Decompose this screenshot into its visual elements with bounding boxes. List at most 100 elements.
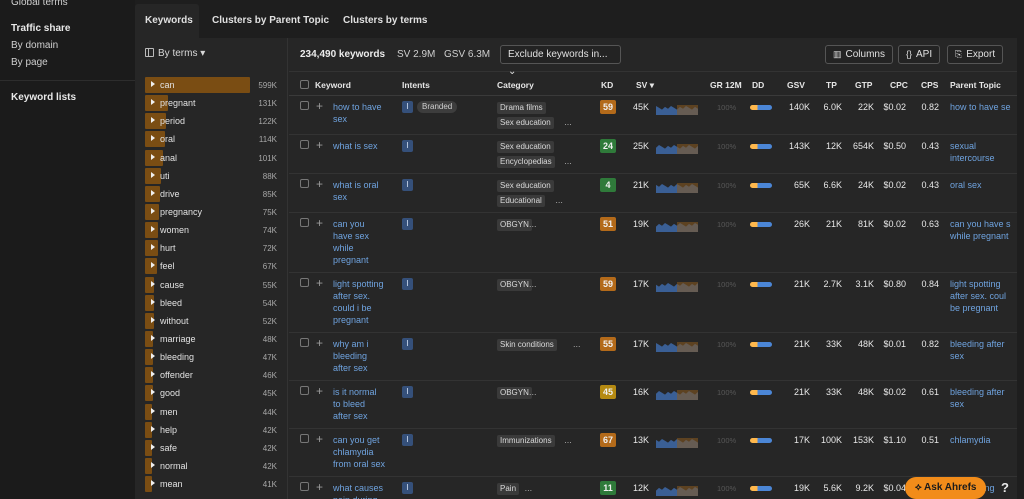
caret-right-icon[interactable]: [151, 207, 155, 214]
select-all-checkbox[interactable]: [300, 80, 309, 89]
term-item[interactable]: bleeding 47K: [145, 348, 277, 366]
add-to-list-icon[interactable]: +: [316, 432, 324, 446]
parent-topic-link[interactable]: sexual intercourse: [950, 140, 1022, 164]
col-cps[interactable]: CPS: [921, 80, 939, 90]
more-categories[interactable]: ...: [573, 339, 581, 349]
keyword-link[interactable]: is it normal to bleed after sex: [333, 386, 395, 422]
term-item[interactable]: good 45K: [145, 384, 277, 402]
parent-topic-link[interactable]: can you have s while pregnant: [950, 218, 1022, 242]
caret-right-icon[interactable]: [151, 316, 155, 323]
category-tag[interactable]: Sex education: [497, 141, 554, 153]
row-checkbox[interactable]: [300, 218, 309, 227]
caret-right-icon[interactable]: [151, 171, 155, 178]
term-item[interactable]: oral 114K: [145, 130, 277, 148]
add-to-list-icon[interactable]: +: [316, 138, 324, 152]
col-intents[interactable]: Intents: [402, 80, 430, 90]
add-to-list-icon[interactable]: +: [316, 480, 324, 494]
term-item[interactable]: bleed 54K: [145, 294, 277, 312]
category-tag[interactable]: OBGYN: [497, 219, 532, 231]
more-categories[interactable]: ...: [564, 117, 572, 127]
caret-right-icon[interactable]: [151, 353, 155, 360]
keyword-link[interactable]: can you have sex while pregnant: [333, 218, 395, 266]
term-item[interactable]: men 44K: [145, 403, 277, 421]
col-sv[interactable]: SV ▾: [636, 80, 654, 91]
parent-topic-link[interactable]: chlamydia: [950, 434, 1022, 446]
parent-topic-link[interactable]: light spotting after sex. coul be pregnant: [950, 278, 1022, 314]
col-gtp[interactable]: GTP: [855, 80, 873, 90]
category-tag[interactable]: OBGYN: [497, 387, 532, 399]
term-item[interactable]: normal 42K: [145, 457, 277, 475]
nav-by-domain[interactable]: By domain: [11, 40, 59, 51]
caret-right-icon[interactable]: [151, 461, 155, 468]
nav-global-terms[interactable]: Global terms: [11, 0, 68, 8]
exclude-keywords-dropdown[interactable]: Exclude keywords in... ⌄: [500, 45, 621, 77]
row-checkbox[interactable]: [300, 434, 309, 443]
category-tag[interactable]: Immunizations: [497, 435, 555, 447]
row-checkbox[interactable]: [300, 101, 309, 110]
caret-right-icon[interactable]: [151, 280, 155, 287]
term-item[interactable]: safe 42K: [145, 439, 277, 457]
nav-by-page[interactable]: By page: [11, 57, 48, 68]
tab-keywords[interactable]: Keywords: [135, 4, 199, 38]
term-item[interactable]: mean 41K: [145, 475, 277, 493]
help-icon[interactable]: ?: [1001, 480, 1009, 495]
keyword-link[interactable]: why am i bleeding after sex: [333, 338, 395, 374]
add-to-list-icon[interactable]: +: [316, 276, 324, 290]
caret-right-icon[interactable]: [151, 389, 155, 396]
keyword-link[interactable]: what causespain during: [333, 482, 395, 499]
more-categories[interactable]: ...: [564, 435, 572, 445]
export-button[interactable]: ⎘ Export: [947, 45, 1004, 64]
category-tag[interactable]: OBGYN: [497, 279, 532, 291]
add-to-list-icon[interactable]: +: [316, 336, 324, 350]
keyword-link[interactable]: how to have sex: [333, 101, 395, 125]
caret-right-icon[interactable]: [151, 371, 155, 378]
parent-topic-link[interactable]: how to have se: [950, 101, 1022, 113]
term-item[interactable]: marriage 48K: [145, 330, 277, 348]
caret-right-icon[interactable]: [151, 189, 155, 196]
term-item[interactable]: uti 88K: [145, 167, 277, 185]
term-item[interactable]: without 52K: [145, 312, 277, 330]
category-tag[interactable]: Pain: [497, 483, 520, 495]
category-tag[interactable]: Sex education: [497, 117, 554, 129]
caret-right-icon[interactable]: [151, 262, 155, 269]
term-item[interactable]: can 599K: [145, 76, 277, 94]
ask-ahrefs-button[interactable]: ⟡ Ask Ahrefs: [905, 477, 987, 499]
keyword-link[interactable]: can you get chlamydia from oral sex: [333, 434, 395, 470]
category-tag[interactable]: Drama films: [497, 102, 546, 114]
col-keyword[interactable]: Keyword: [315, 80, 351, 90]
caret-right-icon[interactable]: [151, 99, 155, 106]
caret-right-icon[interactable]: [151, 117, 155, 124]
col-dd[interactable]: DD: [752, 80, 765, 90]
col-cpc[interactable]: CPC: [890, 80, 908, 90]
caret-right-icon[interactable]: [151, 81, 155, 87]
col-gr12m[interactable]: GR 12M: [710, 80, 742, 90]
caret-right-icon[interactable]: [151, 334, 155, 341]
more-categories[interactable]: ...: [529, 219, 537, 229]
add-to-list-icon[interactable]: +: [316, 384, 324, 398]
term-item[interactable]: hurt 72K: [145, 239, 277, 257]
caret-right-icon[interactable]: [151, 226, 155, 233]
parent-topic-link[interactable]: bleeding after sex: [950, 338, 1022, 362]
category-tag[interactable]: Skin conditions: [497, 339, 557, 351]
term-item[interactable]: period 122K: [145, 112, 277, 130]
row-checkbox[interactable]: [300, 179, 309, 188]
col-kd[interactable]: KD: [601, 80, 614, 90]
caret-right-icon[interactable]: [151, 425, 155, 432]
caret-right-icon[interactable]: [151, 443, 155, 450]
caret-right-icon[interactable]: [151, 407, 155, 414]
more-categories[interactable]: ...: [555, 195, 563, 205]
parent-topic-link[interactable]: oral sex: [950, 179, 1022, 191]
row-checkbox[interactable]: [300, 338, 309, 347]
by-terms-dropdown[interactable]: By terms ▾: [145, 48, 205, 59]
row-checkbox[interactable]: [300, 278, 309, 287]
keyword-link[interactable]: what is oral sex: [333, 179, 395, 203]
nav-keyword-lists[interactable]: Keyword lists: [11, 92, 77, 103]
parent-topic-link[interactable]: bleeding after sex: [950, 386, 1022, 410]
term-item[interactable]: help 42K: [145, 421, 277, 439]
add-to-list-icon[interactable]: +: [316, 177, 324, 191]
more-categories[interactable]: ...: [529, 387, 537, 397]
tab-clusters-by-parent-topic[interactable]: Clusters by Parent Topic: [212, 15, 330, 26]
col-tp[interactable]: TP: [826, 80, 837, 90]
term-item[interactable]: women 74K: [145, 221, 277, 239]
more-categories[interactable]: ...: [564, 156, 572, 166]
